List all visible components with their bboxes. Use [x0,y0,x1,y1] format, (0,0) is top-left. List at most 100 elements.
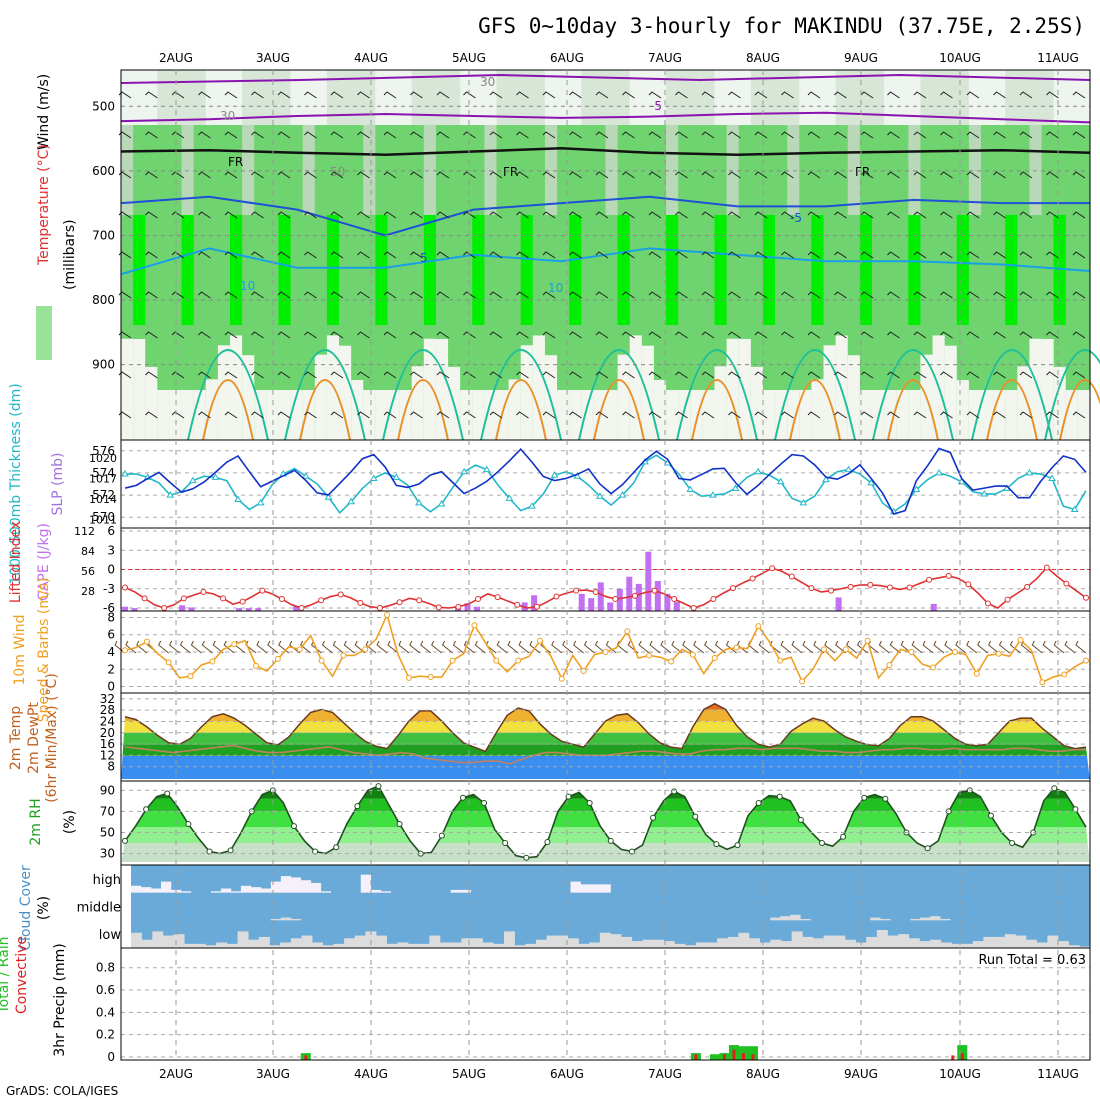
wind-barb-icon [1009,640,1021,654]
rh-band-top [920,70,934,125]
rh-band-low [508,215,522,325]
contour-label: -5 [650,99,662,113]
wind-barb-icon [304,91,317,99]
rh-band-mid [968,125,982,215]
upper-air-ytick: 600 [92,164,115,178]
wind-barb-icon [754,411,768,419]
rh-band-top [617,70,631,125]
isotherm-plus20 [887,379,939,441]
rh-band-low [217,215,231,325]
cloud-low-cell [397,942,409,948]
rh-band-top [532,70,546,125]
wind-10m-marker [995,650,1002,657]
wind-barb-icon [1046,371,1059,379]
wind-10m-marker [842,646,849,653]
rh-band-mid [605,125,619,215]
rh-band [121,827,1090,844]
wind-barb-icon [569,171,582,179]
wind-barb-icon [622,171,635,179]
wind-barb-icon [860,251,874,259]
cape-lifted-index-marker [631,592,638,599]
precip-3hr-ytick: 0 [107,1050,115,1064]
wind-barb-icon [516,131,529,139]
wind-barb-icon [860,411,874,419]
isotherm-plus15 [480,349,562,441]
thickness-slp-ytick: 576 [92,444,115,458]
rh-band-top [290,70,304,125]
isotherm-plus15 [971,349,1053,441]
wind-barb-icon [542,211,556,219]
wind-barb-icon [648,371,662,379]
wind-barb-icon [966,171,980,179]
wind-barb-icon [118,291,132,299]
precip-3hr-frame [120,947,1091,1061]
rh-band-top [666,70,679,125]
wind-barb-icon [1019,411,1033,419]
wind-barb-icon [1072,291,1086,299]
thickness-slp-marker [1025,468,1034,476]
wind-barb-icon [330,211,344,219]
rh-2m-marker [713,841,720,848]
rh-band-top [605,70,619,125]
wind-barb-icon [622,411,635,419]
wind-barb-icon [145,131,158,139]
dry-plume [762,390,776,440]
cloud-low-cell [173,934,185,948]
rh-band-top [314,70,328,125]
precip-convective-bar [751,1054,755,1060]
upper-air-ylabel-group: Wind (m/s)Temperature (°C)RH (%) [36,74,52,360]
rh-band-mid [326,125,340,215]
thickness-slp-marker [256,498,265,506]
cloud-layer-label: middle [77,901,121,916]
rh-band-top [775,70,788,125]
cape-bar [673,601,680,611]
wind-barb-icon [595,291,609,299]
upper-air-ytick: 800 [92,293,115,307]
wind-barb-icon [781,171,794,179]
rh-band-mid [217,125,231,215]
wind-barb-icon [1019,211,1033,219]
wind-barb-icon [436,371,450,379]
wind-barb-icon [622,131,635,139]
rh-band-mid [678,125,691,215]
rh-2m-marker [1051,785,1058,792]
cloud-low-cell [780,941,792,948]
rh-band-top [738,70,752,125]
rh-band-mid [775,125,788,215]
temperature-2m-series [124,744,1086,765]
wind-barb-icon [595,131,609,139]
cloud-low-cell [258,936,270,948]
cape-lifted-index-marker [1043,564,1050,571]
thickness-ylabel-group: 1000-500mb Thickness (dm) [8,383,24,584]
wind-barb-icon [835,640,847,654]
wind-barb-icon [649,640,661,654]
rh-band-top [629,70,643,125]
cloud-low-cell [685,945,697,948]
cape-lifted-index-marker [769,565,776,572]
wind-barb-icon [383,251,397,259]
rh-band-mid [242,125,255,215]
wind-barb-icon [304,371,317,379]
thickness-slp-marker [1070,505,1079,512]
cloud-low-cell [312,942,324,948]
cape-bar [635,583,642,611]
wind-barb-icon [118,331,132,339]
wind-barb-icon [701,411,715,419]
rh-band-top [169,70,183,125]
wind-barb-icon [277,171,291,179]
wind-barb-icon [675,331,688,339]
upper-air-ylabel2-group: (millibars) [62,219,78,290]
cape-bar [597,582,604,611]
wind-barb-icon [807,251,821,259]
dry-plume [1017,366,1030,440]
wind-barb-icon [332,640,344,654]
wind-barb-icon [171,371,185,379]
wind-barb-icon [622,371,635,379]
wind-10m-marker [1083,657,1089,664]
wind-barb-icon [304,131,317,139]
wind-barb-icon [516,91,529,99]
dry-plume [181,390,195,440]
rh-2m-marker [924,845,931,852]
cape-lifted-index-marker [220,595,227,602]
